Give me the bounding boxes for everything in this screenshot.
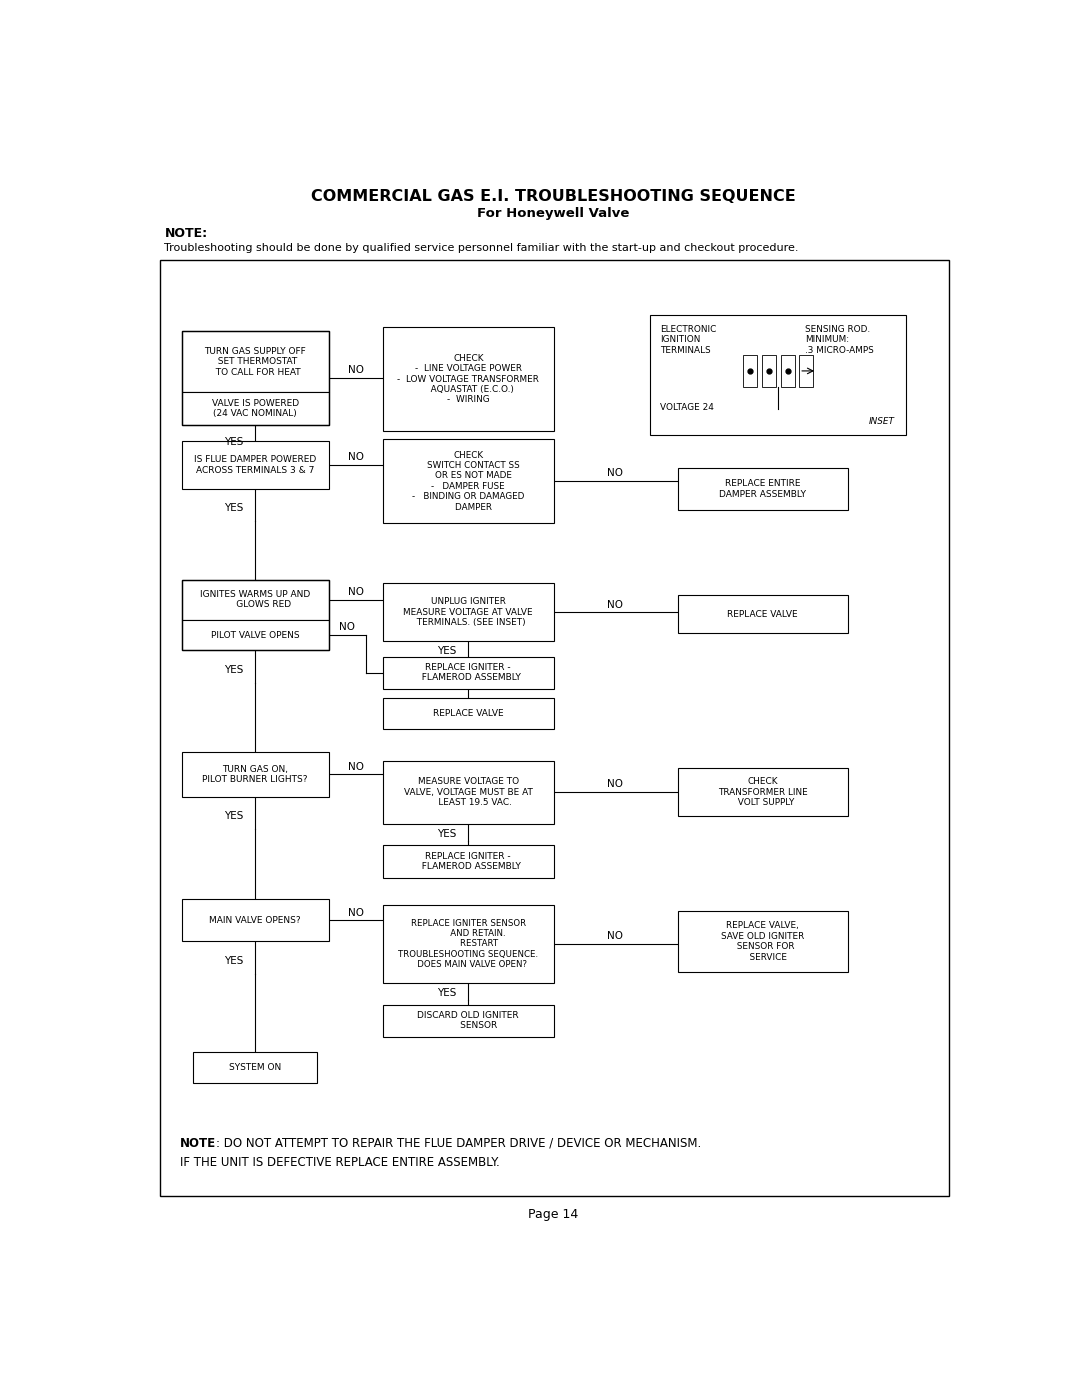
Text: NO: NO (348, 761, 364, 771)
Text: MAIN VALVE OPENS?: MAIN VALVE OPENS? (210, 916, 301, 925)
FancyBboxPatch shape (181, 752, 328, 796)
Text: REPLACE VALVE,
SAVE OLD IGNITER
  SENSOR FOR
    SERVICE: REPLACE VALVE, SAVE OLD IGNITER SENSOR F… (721, 922, 805, 961)
FancyBboxPatch shape (383, 1004, 554, 1037)
Text: NO: NO (607, 468, 623, 478)
FancyBboxPatch shape (383, 760, 554, 824)
Text: SENSING ROD.
MINIMUM:
.3 MICRO-AMPS: SENSING ROD. MINIMUM: .3 MICRO-AMPS (806, 324, 874, 355)
FancyBboxPatch shape (743, 355, 757, 387)
FancyBboxPatch shape (677, 468, 848, 510)
FancyBboxPatch shape (677, 911, 848, 972)
Text: For Honeywell Valve: For Honeywell Valve (477, 207, 630, 219)
FancyBboxPatch shape (383, 845, 554, 877)
Text: : DO NOT ATTEMPT TO REPAIR THE FLUE DAMPER DRIVE / DEVICE OR MECHANISM.: : DO NOT ATTEMPT TO REPAIR THE FLUE DAMP… (216, 1137, 702, 1150)
Text: NO: NO (348, 453, 364, 462)
FancyBboxPatch shape (383, 698, 554, 729)
Text: NO: NO (607, 780, 623, 789)
FancyBboxPatch shape (383, 657, 554, 689)
FancyBboxPatch shape (181, 441, 328, 489)
Text: IGNITES WARMS UP AND
      GLOWS RED: IGNITES WARMS UP AND GLOWS RED (200, 590, 310, 609)
FancyBboxPatch shape (781, 355, 795, 387)
Text: VALVE IS POWERED
(24 VAC NOMINAL): VALVE IS POWERED (24 VAC NOMINAL) (212, 400, 299, 418)
Text: REPLACE VALVE: REPLACE VALVE (433, 710, 503, 718)
Text: YES: YES (224, 956, 243, 965)
FancyBboxPatch shape (181, 620, 328, 651)
FancyBboxPatch shape (799, 355, 813, 387)
Text: YES: YES (437, 647, 456, 657)
Text: YES: YES (224, 503, 243, 513)
Text: CHECK
    SWITCH CONTACT SS
    OR ES NOT MADE
-   DAMPER FUSE
-   BINDING OR DA: CHECK SWITCH CONTACT SS OR ES NOT MADE -… (413, 450, 525, 511)
Text: NO: NO (348, 365, 364, 376)
Text: Troubleshooting should be done by qualified service personnel familiar with the : Troubleshooting should be done by qualif… (164, 243, 799, 253)
Text: TURN GAS ON,
PILOT BURNER LIGHTS?: TURN GAS ON, PILOT BURNER LIGHTS? (202, 764, 308, 784)
Text: NOTE:: NOTE: (164, 226, 207, 240)
Text: YES: YES (224, 665, 243, 675)
Text: CHECK
-  LINE VOLTAGE POWER
-  LOW VOLTAGE TRANSFORMER
   AQUASTAT (E.C.O.)
-  W: CHECK - LINE VOLTAGE POWER - LOW VOLTAGE… (397, 353, 539, 404)
Text: Page 14: Page 14 (528, 1207, 579, 1221)
FancyBboxPatch shape (677, 768, 848, 816)
Text: REPLACE IGNITER SENSOR
       AND RETAIN.
        RESTART
TROUBLESHOOTING SEQUEN: REPLACE IGNITER SENSOR AND RETAIN. RESTA… (399, 918, 538, 970)
Text: REPLACE IGNITER -
  FLAMEROD ASSEMBLY: REPLACE IGNITER - FLAMEROD ASSEMBLY (416, 852, 521, 872)
Text: REPLACE VALVE: REPLACE VALVE (728, 609, 798, 619)
FancyBboxPatch shape (677, 595, 848, 633)
Text: IF THE UNIT IS DEFECTIVE REPLACE ENTIRE ASSEMBLY.: IF THE UNIT IS DEFECTIVE REPLACE ENTIRE … (180, 1155, 500, 1169)
FancyBboxPatch shape (383, 439, 554, 524)
Text: SYSTEM ON: SYSTEM ON (229, 1063, 281, 1073)
Text: REPLACE IGNITER -
  FLAMEROD ASSEMBLY: REPLACE IGNITER - FLAMEROD ASSEMBLY (416, 664, 521, 683)
Text: REPLACE ENTIRE
DAMPER ASSEMBLY: REPLACE ENTIRE DAMPER ASSEMBLY (719, 479, 807, 499)
FancyBboxPatch shape (650, 316, 906, 434)
FancyBboxPatch shape (383, 327, 554, 432)
Text: NO: NO (348, 587, 364, 597)
FancyBboxPatch shape (181, 393, 328, 425)
FancyBboxPatch shape (181, 331, 328, 393)
FancyBboxPatch shape (383, 904, 554, 983)
FancyBboxPatch shape (181, 580, 328, 620)
FancyBboxPatch shape (160, 260, 948, 1196)
Text: COMMERCIAL GAS E.I. TROUBLESHOOTING SEQUENCE: COMMERCIAL GAS E.I. TROUBLESHOOTING SEQU… (311, 189, 796, 204)
Text: YES: YES (224, 437, 243, 447)
Text: DISCARD OLD IGNITER
       SENSOR: DISCARD OLD IGNITER SENSOR (418, 1011, 519, 1031)
FancyBboxPatch shape (383, 584, 554, 641)
Text: IS FLUE DAMPER POWERED
ACROSS TERMINALS 3 & 7: IS FLUE DAMPER POWERED ACROSS TERMINALS … (194, 455, 316, 475)
Text: YES: YES (224, 812, 243, 821)
FancyBboxPatch shape (762, 355, 775, 387)
Text: NO: NO (339, 622, 355, 633)
Text: NO: NO (607, 930, 623, 942)
FancyBboxPatch shape (181, 900, 328, 942)
Text: ELECTRONIC
IGNITION
TERMINALS: ELECTRONIC IGNITION TERMINALS (660, 324, 716, 355)
Text: NO: NO (348, 908, 364, 918)
Text: NO: NO (607, 599, 623, 609)
Text: YES: YES (437, 988, 456, 997)
Text: TURN GAS SUPPLY OFF
  SET THERMOSTAT
  TO CALL FOR HEAT: TURN GAS SUPPLY OFF SET THERMOSTAT TO CA… (204, 346, 306, 377)
Text: INSET: INSET (868, 416, 894, 426)
Text: YES: YES (437, 828, 456, 838)
Text: MEASURE VOLTAGE TO
VALVE, VOLTAGE MUST BE AT
     LEAST 19.5 VAC.: MEASURE VOLTAGE TO VALVE, VOLTAGE MUST B… (404, 777, 532, 807)
Text: NOTE: NOTE (180, 1137, 216, 1150)
Text: VOLTAGE 24: VOLTAGE 24 (660, 402, 714, 412)
Text: PILOT VALVE OPENS: PILOT VALVE OPENS (211, 630, 299, 640)
Text: UNPLUG IGNITER
MEASURE VOLTAGE AT VALVE
  TERMINALS. (SEE INSET): UNPLUG IGNITER MEASURE VOLTAGE AT VALVE … (404, 598, 534, 627)
FancyBboxPatch shape (193, 1052, 318, 1083)
Text: CHECK
TRANSFORMER LINE
  VOLT SUPPLY: CHECK TRANSFORMER LINE VOLT SUPPLY (718, 777, 808, 807)
